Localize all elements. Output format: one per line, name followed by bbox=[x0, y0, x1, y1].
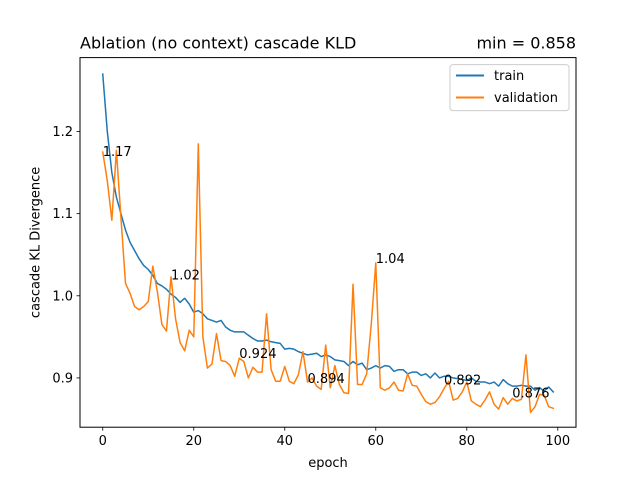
series-line-train bbox=[101, 73, 555, 393]
x-tick-label: 100 bbox=[545, 434, 570, 449]
x-tick-label: 20 bbox=[185, 434, 202, 449]
y-tick-label: 1.2 bbox=[52, 125, 73, 140]
annotation-label: 0.892 bbox=[444, 373, 481, 388]
annotation-label: 0.924 bbox=[239, 347, 276, 362]
x-tick-label: 0 bbox=[99, 434, 107, 449]
x-axis-label: epoch bbox=[308, 456, 348, 471]
annotation-label: 1.02 bbox=[171, 268, 200, 283]
y-tick-label: 0.9 bbox=[52, 371, 73, 386]
chart-min-label: min = 0.858 bbox=[476, 34, 576, 53]
chart-title: Ablation (no context) cascade KLD bbox=[80, 34, 356, 53]
annotation-label: 0.894 bbox=[308, 372, 345, 387]
plot-annotations: 1.17 1.02 0.924 0.894 1.04 0.892 0.876 bbox=[103, 145, 550, 401]
plot-lines bbox=[101, 73, 555, 414]
annotation-label: 1.17 bbox=[103, 145, 132, 160]
y-tick-label: 1.1 bbox=[52, 207, 73, 222]
x-tick-label: 60 bbox=[368, 434, 385, 449]
series-line-validation bbox=[101, 143, 555, 414]
annotation-label: 0.876 bbox=[512, 387, 549, 402]
x-axis: 0 20 40 60 80 100 bbox=[99, 427, 570, 449]
legend-train-label: train bbox=[494, 69, 524, 84]
x-tick-label: 40 bbox=[276, 434, 293, 449]
y-axis-label: cascade KL Divergence bbox=[29, 167, 44, 318]
legend-validation-label: validation bbox=[494, 91, 558, 106]
y-axis: 0.9 1.0 1.1 1.2 bbox=[52, 125, 80, 386]
annotation-label: 1.04 bbox=[376, 252, 405, 267]
x-tick-label: 80 bbox=[459, 434, 476, 449]
axes-frame bbox=[79, 57, 577, 428]
y-tick-label: 1.0 bbox=[52, 289, 73, 304]
legend: train validation bbox=[449, 64, 570, 112]
